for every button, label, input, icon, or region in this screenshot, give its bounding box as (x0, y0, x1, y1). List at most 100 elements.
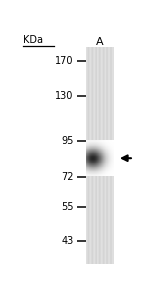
Bar (103, 148, 104, 149)
Bar (89, 173, 90, 174)
Bar (96, 150, 97, 152)
Bar (95, 149, 96, 150)
Bar (106, 160, 107, 161)
Bar (101, 146, 102, 147)
Bar (99, 171, 100, 172)
Bar (111, 141, 112, 142)
Bar (106, 165, 107, 167)
Bar (91, 167, 92, 168)
Bar (99, 148, 100, 149)
Bar (90, 157, 91, 159)
Bar (104, 174, 105, 176)
Bar (98, 150, 99, 151)
Bar (97, 156, 98, 157)
Bar (100, 145, 101, 146)
Bar (104, 173, 105, 174)
Bar (102, 165, 103, 167)
Bar (89, 171, 90, 172)
Bar (106, 170, 107, 171)
Bar (106, 169, 107, 171)
Bar (92, 165, 93, 167)
Bar (100, 170, 101, 171)
Bar (105, 146, 106, 147)
Bar (99, 161, 100, 163)
Bar (87, 152, 88, 153)
Bar (112, 169, 113, 171)
Bar (106, 161, 107, 162)
Bar (100, 162, 101, 163)
Bar (88, 154, 89, 155)
Bar (106, 171, 107, 172)
Bar (91, 151, 92, 153)
Bar (99, 163, 100, 164)
Bar (104, 143, 105, 144)
Bar (102, 152, 103, 154)
Bar (93, 170, 94, 171)
Bar (103, 160, 104, 161)
Bar (99, 166, 100, 168)
Bar (87, 144, 88, 145)
Bar (103, 142, 104, 143)
Bar (90, 150, 91, 151)
Bar (104, 158, 105, 159)
Bar (89, 141, 90, 142)
Bar (92, 145, 93, 147)
Bar (105, 155, 106, 157)
Bar (88, 165, 89, 166)
Bar (101, 149, 102, 150)
Bar (112, 141, 113, 142)
Bar (106, 147, 107, 148)
Bar (93, 146, 94, 147)
Bar (94, 148, 95, 150)
Bar (99, 150, 100, 152)
Bar (105, 160, 106, 161)
Bar (98, 146, 99, 147)
Bar (103, 152, 104, 153)
Bar (100, 164, 101, 165)
Bar (113, 156, 114, 157)
Bar (97, 151, 98, 152)
Bar (99, 154, 100, 156)
Bar (105, 165, 106, 166)
Bar (109, 147, 110, 148)
Bar (87, 145, 88, 146)
Bar (89, 175, 90, 176)
Bar (99, 151, 100, 153)
Bar (100, 162, 101, 164)
Bar (93, 161, 94, 163)
Bar (91, 174, 92, 176)
Bar (91, 171, 92, 173)
Bar (104, 140, 105, 142)
Bar (91, 154, 92, 156)
Bar (92, 160, 93, 161)
Bar (87, 165, 88, 166)
Bar (113, 164, 114, 166)
Bar (101, 148, 102, 150)
Bar (90, 157, 91, 158)
Bar (106, 159, 107, 161)
Bar (109, 164, 110, 165)
Bar (102, 149, 103, 150)
Bar (100, 175, 101, 176)
Bar (97, 155, 98, 157)
Bar (104, 165, 105, 166)
Bar (103, 157, 104, 158)
Bar (100, 157, 101, 159)
Bar (105, 141, 106, 143)
Bar (109, 150, 110, 151)
Bar (97, 163, 98, 164)
Bar (112, 148, 113, 149)
Bar (93, 171, 94, 172)
Bar (108, 162, 109, 164)
Bar (104, 150, 105, 151)
Bar (107, 166, 108, 168)
Bar (111, 164, 112, 165)
Bar (91, 144, 92, 146)
Bar (98, 145, 99, 146)
Bar (96, 157, 97, 158)
Bar (104, 143, 105, 144)
Text: 130: 130 (55, 91, 73, 101)
Bar (99, 156, 100, 157)
Bar (107, 143, 108, 144)
Bar (112, 167, 113, 168)
